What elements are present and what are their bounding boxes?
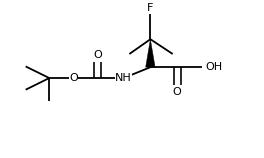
Text: O: O (93, 50, 102, 60)
Polygon shape (146, 39, 155, 67)
Text: O: O (173, 87, 182, 97)
Text: OH: OH (206, 62, 223, 72)
Text: O: O (69, 73, 78, 83)
Text: F: F (147, 3, 154, 13)
Text: NH: NH (115, 73, 132, 83)
